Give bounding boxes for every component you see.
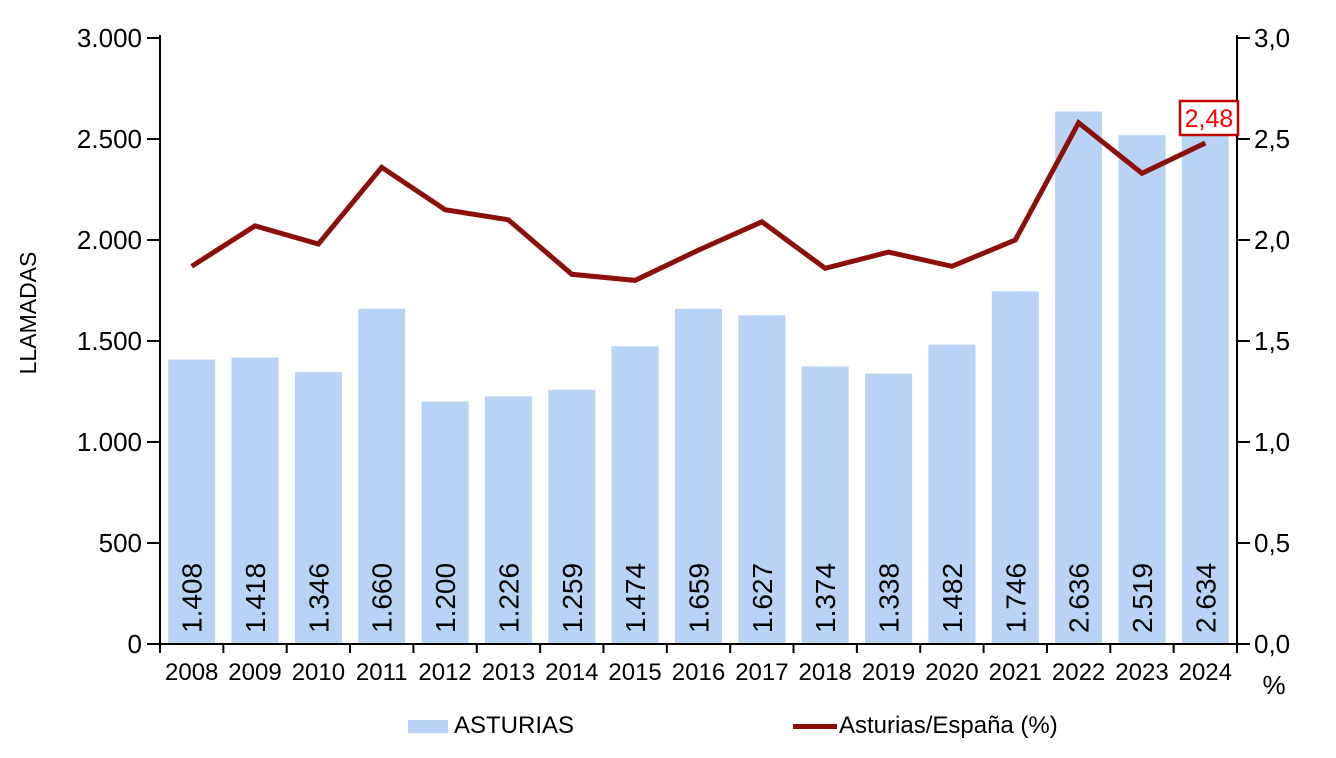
legend-label-ratio: Asturias/España (%)	[839, 712, 1058, 739]
y-left-tick-label-1.500: 1.500	[77, 326, 142, 356]
y-right-tick-label-0,0: 0,0	[1254, 629, 1290, 659]
ratio-line	[190, 118, 1207, 283]
bar-value-label-2011: 1.660	[367, 563, 398, 633]
y-left-tick-label-1.000: 1.000	[77, 427, 142, 457]
x-tick-label-2022: 2022	[1052, 659, 1105, 686]
x-tick-label-2018: 2018	[799, 659, 852, 686]
x-tick-label-2011: 2011	[356, 659, 408, 686]
bar-value-label-2014: 1.259	[557, 563, 588, 633]
legend-label-asturias: ASTURIAS	[454, 712, 575, 739]
y-right-tick-label-1,0: 1,0	[1254, 427, 1290, 457]
bar-2010	[294, 372, 342, 644]
y-left-tick-label-3.000: 3.000	[77, 23, 142, 53]
bar-2014	[548, 389, 596, 644]
axis-title-llamadas: LLAMADAS	[15, 252, 41, 375]
bar-2012	[421, 401, 469, 644]
x-tick-label-2010: 2010	[292, 659, 345, 686]
x-tick-label-2020: 2020	[925, 659, 978, 686]
bar-value-label-2017: 1.627	[747, 563, 778, 633]
x-tick-label-2012: 2012	[418, 659, 471, 686]
y-right-tick-label-2,5: 2,5	[1254, 124, 1290, 154]
annotation-box-2024	[1178, 99, 1240, 137]
axis-title-percent: %	[1262, 670, 1285, 700]
y-left-tick-label-0: 0	[128, 629, 142, 659]
x-tick-label-2014: 2014	[545, 659, 598, 686]
y-left-tick-label-2.500: 2.500	[77, 124, 142, 154]
bar-2008	[168, 359, 216, 644]
bar-value-label-2021: 1.746	[1000, 563, 1031, 633]
bar-2018	[801, 366, 849, 644]
y-right-tick-label-0,5: 0,5	[1254, 528, 1290, 558]
y-right-tick-label-3,0: 3,0	[1254, 23, 1290, 53]
x-tick-label-2008: 2008	[165, 659, 218, 686]
y-left-tick-label-500: 500	[99, 528, 142, 558]
y-right-tick-label-2,0: 2,0	[1254, 225, 1290, 255]
bar-2021	[991, 291, 1039, 644]
bar-2011	[358, 308, 406, 644]
x-tick-label-2016: 2016	[672, 659, 725, 686]
legend-swatch-bar	[408, 719, 448, 733]
bar-2009	[231, 357, 279, 644]
legend-item-ratio: Asturias/España (%)	[793, 713, 1058, 739]
bar-2015	[611, 346, 659, 644]
bar-value-label-2009: 1.418	[240, 563, 271, 633]
x-tick-label-2017: 2017	[735, 659, 788, 686]
annotation-value-2024: 2,48	[1185, 105, 1234, 133]
x-tick-label-2023: 2023	[1115, 659, 1168, 686]
bar-2016	[675, 308, 722, 644]
bar-value-label-2016: 1.659	[684, 563, 715, 633]
bar-2019	[865, 373, 913, 644]
bar-2013	[484, 396, 532, 644]
chart-legend: ASTURIAS Asturias/España (%)	[0, 710, 1336, 744]
bar-2020	[928, 344, 976, 644]
bar-value-label-2022: 2.636	[1064, 563, 1095, 633]
bar-value-label-2023: 2.519	[1127, 563, 1158, 633]
x-tick-label-2021: 2021	[989, 659, 1042, 686]
y-right-tick-label-1,5: 1,5	[1254, 326, 1290, 356]
x-tick-label-2024: 2024	[1179, 659, 1232, 686]
bar-value-label-2012: 1.200	[430, 563, 461, 633]
bar-value-label-2020: 1.482	[937, 563, 968, 633]
bar-2022	[1055, 111, 1103, 644]
bar-value-label-2019: 1.338	[874, 563, 905, 633]
x-tick-label-2015: 2015	[608, 659, 661, 686]
bar-2017	[738, 315, 786, 644]
bar-2023	[1118, 135, 1166, 644]
legend-item-asturias: ASTURIAS	[408, 713, 574, 739]
bar-value-label-2010: 1.346	[303, 563, 334, 633]
x-tick-label-2013: 2013	[482, 659, 535, 686]
x-tick-label-2019: 2019	[862, 659, 915, 686]
bar-2024	[1181, 111, 1229, 644]
bar-value-label-2024: 2.634	[1190, 563, 1221, 633]
bar-value-label-2008: 1.408	[177, 563, 208, 633]
legend-swatch-line	[793, 723, 837, 729]
x-tick-label-2009: 2009	[228, 659, 281, 686]
bar-value-label-2013: 1.226	[493, 563, 524, 633]
bar-value-label-2015: 1.474	[620, 563, 651, 633]
y-left-tick-label-2.000: 2.000	[77, 225, 142, 255]
bar-value-label-2018: 1.374	[810, 563, 841, 633]
